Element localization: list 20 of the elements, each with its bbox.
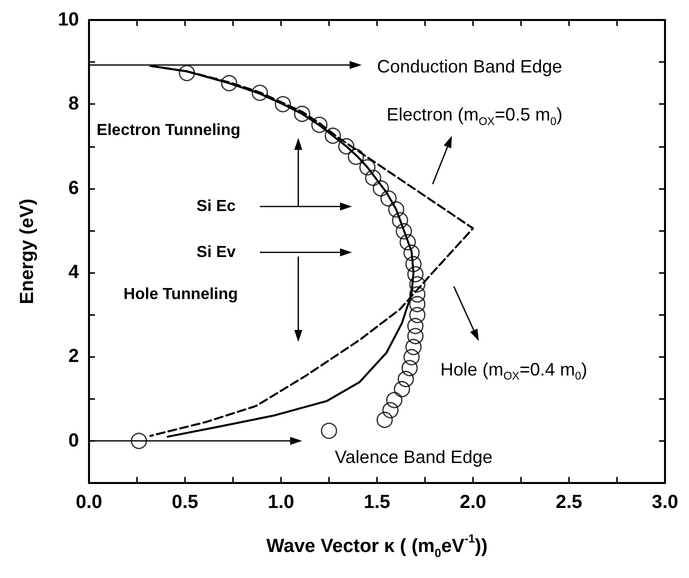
annotation: Si Ev (196, 244, 236, 261)
annotation: Valence Band Edge (334, 446, 493, 467)
x-tick-label: 2.0 (460, 492, 486, 513)
y-tick-label: 2 (68, 346, 79, 368)
x-tick-label: 0.5 (172, 492, 199, 513)
x-tick-label: 3.0 (652, 492, 678, 513)
annotation: Si Ec (196, 198, 236, 215)
y-tick-label: 10 (58, 10, 79, 30)
x-tick-label: 1.0 (268, 492, 294, 513)
annotation: Hole Tunneling (124, 286, 238, 303)
annotation: Electron Tunneling (96, 122, 240, 140)
y-tick-label: 8 (68, 94, 79, 115)
x-tick-label: 2.5 (556, 492, 583, 513)
y-tick-label: 6 (68, 178, 79, 199)
y-tick-label: 0 (68, 430, 79, 452)
y-axis-title: Energy (eV) (17, 198, 38, 304)
annotation: Conduction Band Edge (377, 56, 562, 76)
x-tick-label: 1.5 (364, 492, 391, 513)
y-tick-label: 4 (68, 262, 80, 284)
x-tick-label: 0.0 (76, 492, 102, 513)
